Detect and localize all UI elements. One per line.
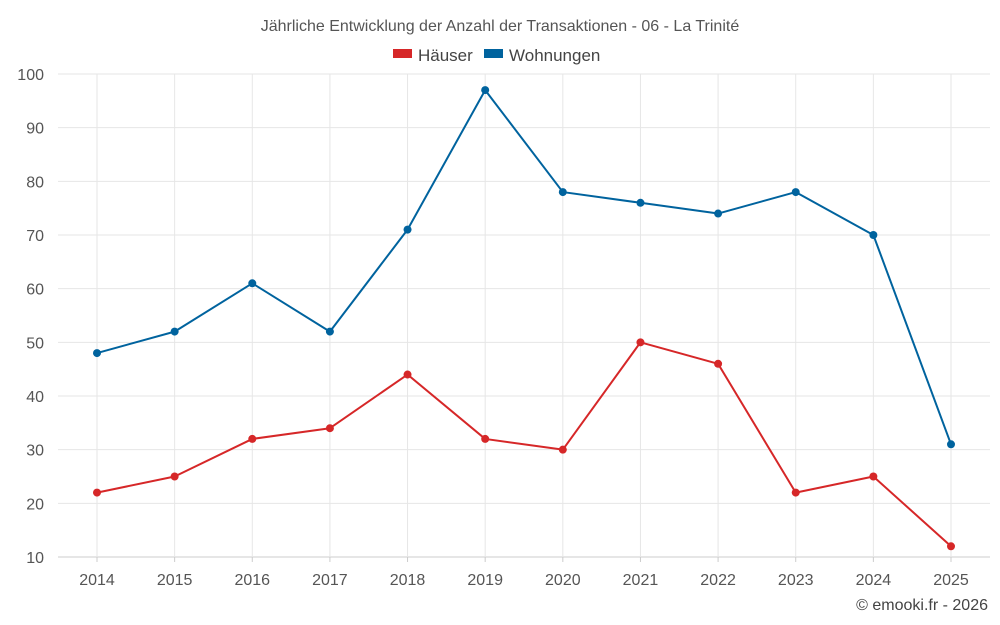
point-haeuser-2018[interactable]	[403, 370, 412, 379]
point-haeuser-2023[interactable]	[791, 488, 800, 497]
legend-label-haeuser: Häuser	[418, 46, 473, 65]
x-tick-label-2019: 2019	[467, 572, 503, 589]
series	[93, 86, 955, 551]
point-haeuser-2017[interactable]	[325, 424, 334, 433]
point-wohnungen-2022[interactable]	[714, 209, 723, 218]
point-haeuser-2015[interactable]	[170, 472, 179, 481]
series-line-haeuser	[96, 341, 952, 548]
point-haeuser-2014[interactable]	[93, 488, 101, 497]
x-tick-label-2018: 2018	[390, 572, 426, 589]
y-tick-label-40: 40	[26, 389, 44, 406]
point-wohnungen-2025[interactable]	[947, 440, 955, 449]
point-haeuser-2024[interactable]	[869, 472, 878, 481]
x-tick-label-2023: 2023	[778, 572, 814, 589]
point-wohnungen-2023[interactable]	[791, 188, 800, 197]
legend-label-wohnungen: Wohnungen	[509, 46, 600, 65]
x-tick-label-2014: 2014	[79, 572, 115, 589]
legend-swatch-wohnungen	[484, 49, 503, 58]
legend-item-haeuser[interactable]: Häuser	[393, 46, 473, 65]
point-haeuser-2025[interactable]	[947, 542, 955, 551]
point-haeuser-2020[interactable]	[558, 445, 567, 454]
y-tick-label-60: 60	[26, 282, 44, 299]
x-tick-label-2024: 2024	[856, 572, 892, 589]
point-wohnungen-2018[interactable]	[403, 225, 412, 234]
point-wohnungen-2016[interactable]	[248, 279, 257, 288]
x-tick-label-2021: 2021	[623, 572, 659, 589]
copyright-text: © emooki.fr - 2026	[856, 597, 988, 614]
series-line-wohnungen	[96, 89, 952, 445]
x-tick-label-2017: 2017	[312, 572, 348, 589]
y-tick-label-90: 90	[26, 121, 44, 138]
y-tick-label-50: 50	[26, 335, 44, 352]
chart-title: Jährliche Entwicklung der Anzahl der Tra…	[261, 18, 740, 35]
point-wohnungen-2021[interactable]	[636, 198, 645, 207]
point-wohnungen-2020[interactable]	[558, 188, 567, 197]
x-tick-label-2015: 2015	[157, 572, 193, 589]
y-tick-label-10: 10	[26, 550, 44, 567]
y-tick-label-20: 20	[26, 496, 44, 513]
x-tick-label-2025: 2025	[933, 572, 969, 589]
legend-swatch-haeuser	[393, 49, 412, 58]
point-wohnungen-2017[interactable]	[325, 327, 334, 336]
point-haeuser-2022[interactable]	[714, 359, 723, 368]
x-axis-ticks: 2014 2015 2016 2017 2018 2019 2020 2021 2022 2023…	[79, 572, 969, 589]
y-tick-label-80: 80	[26, 174, 44, 191]
y-tick-label-70: 70	[26, 228, 44, 245]
y-tick-label-100: 100	[17, 67, 44, 84]
point-wohnungen-2015[interactable]	[170, 327, 179, 336]
point-wohnungen-2024[interactable]	[869, 231, 878, 239]
y-tick-label-30: 30	[26, 443, 44, 460]
y-axis-ticks: 10 20 30 40 50 60 70 80 90 100	[17, 67, 44, 567]
point-wohnungen-2014[interactable]	[93, 349, 101, 358]
x-tick-label-2020: 2020	[545, 572, 581, 589]
legend: Häuser Wohnungen	[393, 46, 600, 65]
point-haeuser-2016[interactable]	[248, 434, 257, 443]
point-wohnungen-2019[interactable]	[481, 86, 490, 95]
x-tick-label-2022: 2022	[700, 572, 736, 589]
x-tick-label-2016: 2016	[234, 572, 270, 589]
point-haeuser-2019[interactable]	[481, 434, 490, 443]
point-haeuser-2021[interactable]	[636, 338, 645, 347]
legend-item-wohnungen[interactable]: Wohnungen	[484, 46, 600, 65]
grid	[58, 73, 990, 562]
